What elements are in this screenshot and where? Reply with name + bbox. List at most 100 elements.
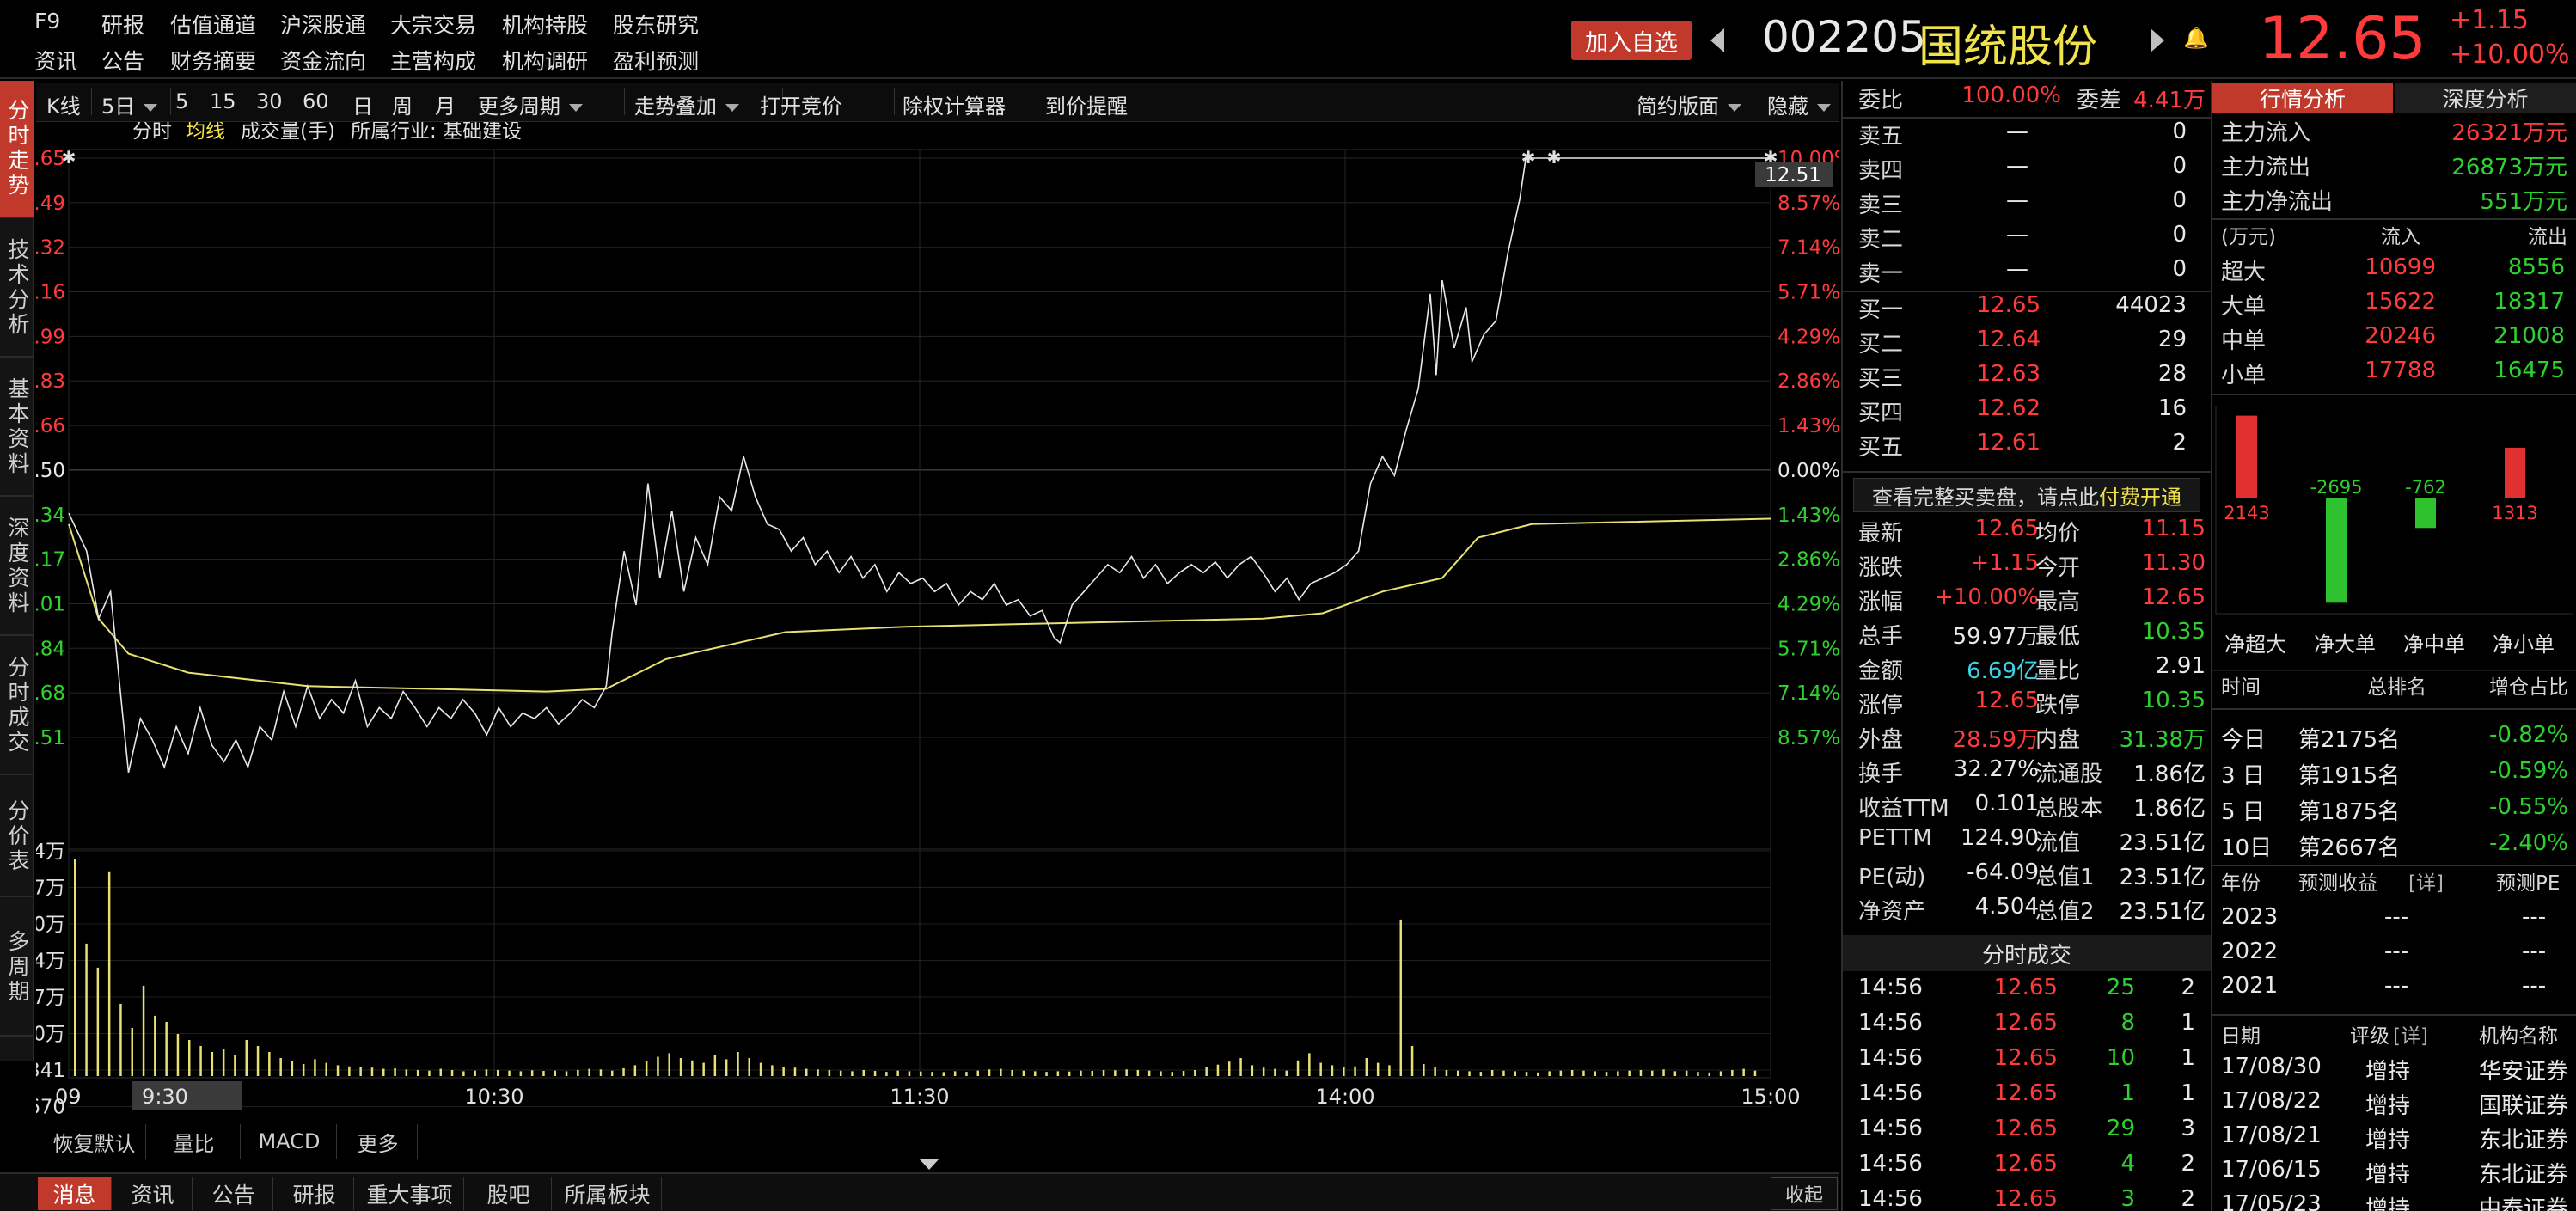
toolbar-5day[interactable]: 5日 [101,89,158,119]
ranking-period: 5 日 [2221,799,2265,825]
tab-technical[interactable]: 技术分析 [0,220,34,358]
net-flow-bar [2415,498,2436,529]
volume-bar [154,1015,156,1076]
intraday-chart-svg[interactable]: 12.6510.00%12.498.57%12.327.14%12.165.71… [2,120,1853,1119]
tab-basic-info[interactable]: 基本资料 [0,359,34,497]
quote-label: 换手 [1858,761,1904,787]
trade-count: 1 [2181,1080,2195,1106]
toolbar-open-auction[interactable]: 打开竞价 [760,95,842,119]
indicator-volume-ratio[interactable]: 量比 [148,1124,241,1159]
tab-intraday-trades[interactable]: 分时成交 [0,638,34,775]
news-tab-forum[interactable]: 股吧 [466,1177,552,1210]
tab-market-analysis[interactable]: 行情分析 [2212,83,2393,113]
pct-tick-label: 2.86% [1778,370,1839,393]
volume-bar [1239,1058,1242,1076]
nav-announcement[interactable]: 公告 [101,49,145,74]
toolbar-5min[interactable]: 5 [175,89,189,113]
trade-price: 12.65 [1993,1045,2058,1071]
nav-stock-connect[interactable]: 沪深股通 [280,13,367,38]
news-tab-announcement[interactable]: 公告 [194,1177,273,1210]
volume-bar [1228,1061,1231,1076]
volume-bar [1354,1066,1356,1076]
toolbar-hide[interactable]: 隐藏 [1767,89,1831,119]
trade-price: 12.65 [1993,1151,2058,1177]
nav-institution-holding[interactable]: 机构持股 [502,13,589,38]
nav-main-business[interactable]: 主营构成 [390,49,477,74]
indicator-macd[interactable]: MACD [242,1124,337,1159]
toolbar-60min[interactable]: 60 [303,89,329,113]
volume-bar [748,1058,750,1076]
next-stock-icon[interactable] [2151,28,2164,52]
main-outflow-value: 26873万元 [2451,155,2567,180]
flow-row-label: 小单 [2221,363,2267,388]
nav-info[interactable]: 资讯 [34,49,78,74]
flow-row-label: 大单 [2221,294,2267,320]
tab-intraday[interactable]: 分时走势 [0,81,34,218]
buy-level-price: 12.62 [1976,395,2041,421]
toolbar-more-periods[interactable]: 更多周期 [478,89,583,119]
nav-earnings-forecast[interactable]: 盈利预测 [613,49,700,74]
full-order-book-banner[interactable]: 查看完整买卖盘，请点此 付费开通 [1853,478,2200,512]
tab-multi-period[interactable]: 多周期 [0,899,34,1037]
quote-value: 10.35 [2141,619,2206,645]
toolbar-month[interactable]: 月 [435,95,456,119]
nav-shareholder-research[interactable]: 股东研究 [613,13,700,38]
news-tab-research[interactable]: 研报 [275,1177,354,1210]
news-tab-sector[interactable]: 所属板块 [554,1177,662,1210]
tab-deep-analysis[interactable]: 深度分析 [2395,83,2576,113]
bell-icon[interactable]: 🔔 [2183,26,2209,50]
volume-bar [588,1068,590,1076]
quote-value: 31.38万 [2119,727,2206,753]
volume-bar [1000,1068,1002,1076]
toolbar-15min[interactable]: 15 [210,89,236,113]
pct-tick-label: 4.29% [1778,326,1839,348]
news-tab-messages[interactable]: 消息 [38,1177,112,1210]
toolbar-kline[interactable]: K线 [46,95,81,119]
paid-unlock-link[interactable]: 付费开通 [2099,485,2181,510]
volume-bar [1445,1070,1448,1076]
average-price-line [68,517,1771,693]
volume-bar [908,1071,911,1076]
volume-bar [1559,1070,1563,1076]
toolbar-ex-rights-calculator[interactable]: 除权计算器 [903,95,1006,119]
quote-label: 内盘 [2035,727,2081,753]
volume-bar [1617,1071,1619,1076]
prev-stock-icon[interactable] [1710,28,1724,52]
news-tab-info[interactable]: 资讯 [113,1177,193,1210]
quote-label: 总股本 [2035,796,2103,822]
nav-valuation-channel[interactable]: 估值通道 [170,13,257,38]
rating-date: 17/08/21 [2221,1122,2322,1148]
volume-bar [599,1069,603,1076]
net-flow-category-label: 净大单 [2314,633,2376,657]
sell-level-volume: 0 [2172,222,2187,248]
sell-level-label: 卖二 [1858,227,1904,253]
nav-financial-summary[interactable]: 财务摘要 [170,49,257,74]
toolbar-overlay[interactable]: 走势叠加 [634,89,739,119]
nav-institution-survey[interactable]: 机构调研 [502,49,589,74]
nav-fund-flow[interactable]: 资金流向 [280,49,367,74]
tab-price-table[interactable]: 分价表 [0,777,34,897]
intraday-chart[interactable]: 12.6510.00%12.498.57%12.327.14%12.165.71… [2,120,1853,1119]
f9-button[interactable]: F9 [34,9,61,34]
toolbar-30min[interactable]: 30 [256,89,283,113]
news-collapse-button[interactable]: 收起 [1771,1177,1838,1210]
volume-bar [554,1070,556,1076]
collapse-arrow-icon[interactable] [920,1159,939,1170]
nav-research[interactable]: 研报 [101,13,145,38]
volume-bar [896,1070,899,1076]
toolbar-price-alert[interactable]: 到价提醒 [1045,95,1128,119]
indicator-restore-default[interactable]: 恢复默认 [43,1124,146,1159]
volume-tick-label: 1.40万 [36,1024,65,1046]
tab-deep-info[interactable]: 深度资料 [0,498,34,636]
toolbar-simple-layout[interactable]: 简约版面 [1637,89,1741,119]
volume-bar [1719,1071,1722,1076]
indicator-more[interactable]: 更多 [339,1124,418,1159]
add-to-watchlist-button[interactable]: 加入自选 [1571,21,1692,60]
ranking-period: 10日 [2221,835,2273,861]
news-tab-major-events[interactable]: 重大事项 [356,1177,464,1210]
pct-tick-label: 1.43% [1778,505,1839,527]
nav-block-trade[interactable]: 大宗交易 [390,13,477,38]
toolbar-day[interactable]: 日 [352,95,373,119]
net-flow-category-label: 净中单 [2403,633,2465,657]
toolbar-week[interactable]: 周 [392,95,413,119]
